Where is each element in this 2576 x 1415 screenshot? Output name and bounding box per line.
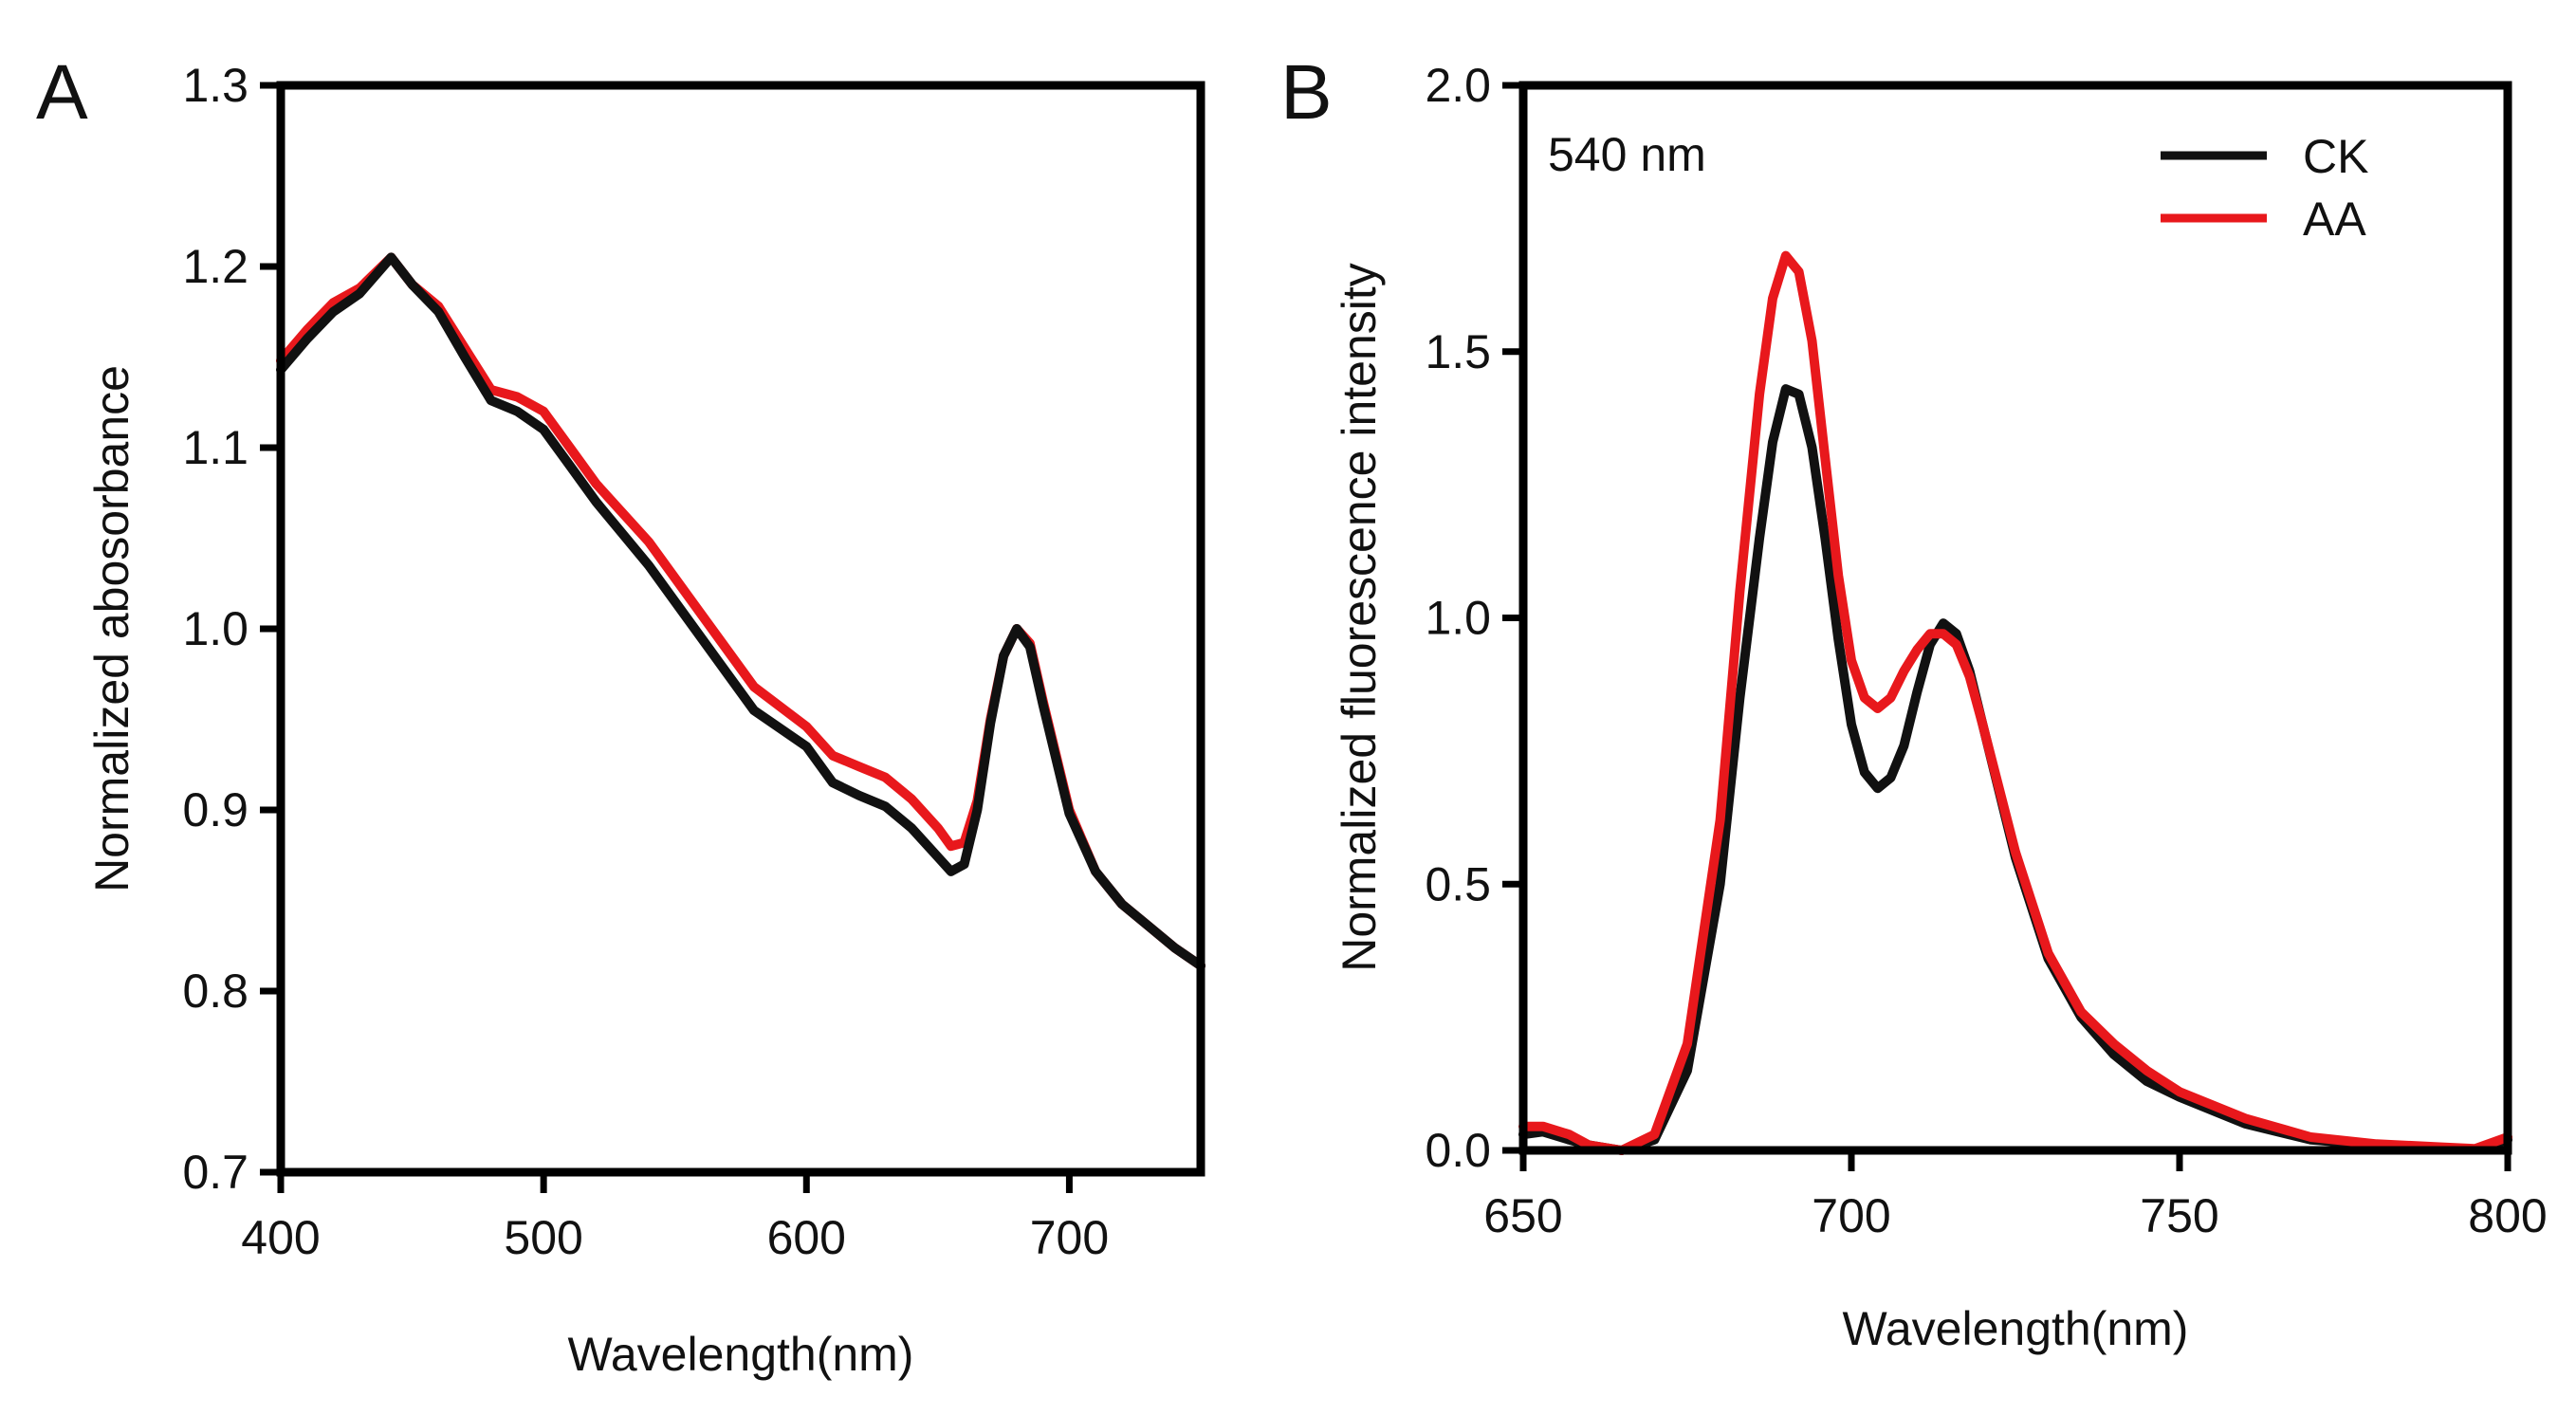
panel-a-series-aa [276, 252, 1205, 971]
panel-b-y-tick-label: 1.5 [1425, 325, 1491, 378]
panel-b-legend: CK AA [2161, 130, 2368, 246]
panel-b-series-ck [1518, 384, 2512, 1155]
panel-a-x-axis: 400 500 600 700 [241, 1172, 1109, 1264]
panel-b-x-tick-label: 800 [2468, 1189, 2547, 1242]
panel-a-x-tick-label: 400 [241, 1211, 320, 1264]
panel-a-y-axis-title: Normalized abosorbance [85, 365, 138, 892]
panel-b-y-tick-label: 0.0 [1425, 1124, 1491, 1177]
panel-b-x-tick-label: 700 [1812, 1189, 1890, 1242]
panel-a-x-tick-label: 600 [767, 1211, 846, 1264]
panel-a-x-tick-label: 700 [1030, 1211, 1109, 1264]
panel-a-y-tick-label: 1.2 [182, 240, 248, 293]
panel-b-y-tick-label: 0.5 [1425, 857, 1491, 910]
panel-a-y-axis: 0.7 0.8 0.9 1.0 1.1 1.2 1.3 [182, 59, 281, 1199]
panel-a-y-tick-label: 0.7 [182, 1146, 248, 1199]
panel-a-letter: A [36, 49, 88, 136]
panel-a-y-tick-label: 0.8 [182, 965, 248, 1018]
panel-a-y-tick-label: 0.9 [182, 783, 248, 836]
panel-b: B 0.0 0.5 1.0 1.5 2.0 650 700 750 800 Wavelengt… [1280, 49, 2548, 1355]
panel-b-y-tick-label: 1.0 [1425, 592, 1491, 645]
panel-b-x-axis-title: Wavelength(nm) [1843, 1302, 2189, 1355]
panel-b-y-axis-title: Normalized fluorescence intensity [1333, 263, 1386, 972]
legend-label-ck: CK [2303, 130, 2368, 183]
panel-b-plot-area [1518, 250, 2512, 1155]
panel-a-x-tick-label: 500 [504, 1211, 582, 1264]
panel-a: A 0.7 0.8 0.9 1.0 1.1 1.2 1.3 400 500 600 700 Wav… [36, 49, 1205, 1381]
panel-b-y-tick-label: 2.0 [1425, 59, 1491, 112]
panel-b-series-aa [1518, 250, 2512, 1155]
panel-a-y-tick-label: 1.3 [182, 59, 248, 112]
panel-a-series-ck [276, 252, 1205, 971]
panel-a-y-tick-label: 1.1 [182, 421, 248, 474]
panel-a-plot-area [276, 252, 1205, 971]
panel-b-x-tick-label: 750 [2140, 1189, 2218, 1242]
panel-b-letter: B [1280, 49, 1333, 136]
legend-label-aa: AA [2303, 193, 2366, 246]
panel-b-x-tick-label: 650 [1483, 1189, 1562, 1242]
panel-a-frame [276, 81, 1205, 1177]
panel-b-x-axis: 650 700 750 800 [1483, 1150, 2548, 1242]
panel-a-y-tick-label: 1.0 [182, 602, 248, 655]
panel-b-excitation-annotation: 540 nm [1548, 128, 1706, 181]
panel-b-y-axis: 0.0 0.5 1.0 1.5 2.0 [1425, 59, 1523, 1177]
panel-a-x-axis-title: Wavelength(nm) [568, 1328, 914, 1381]
